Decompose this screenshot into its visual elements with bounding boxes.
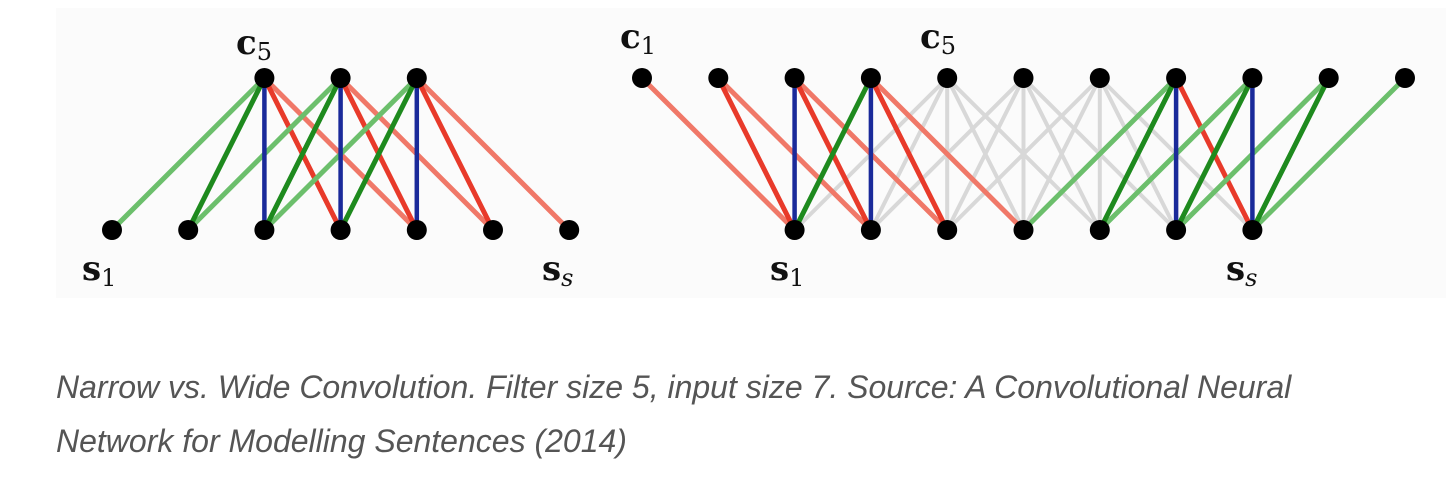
wide-input-node bbox=[1242, 220, 1263, 240]
wide-edge-c8-s4 bbox=[1021, 75, 1179, 233]
wide-input-node bbox=[784, 220, 805, 240]
narrow-edge-c3-s4 bbox=[338, 75, 420, 233]
wide-input-node bbox=[1089, 220, 1110, 240]
narrow-label-ss: ss bbox=[542, 249, 573, 292]
wide-output-node bbox=[1089, 68, 1110, 88]
convolution-diagram: c5 s1 ss c1 c5 s1 ss bbox=[82, 17, 1415, 292]
narrow-input-node bbox=[559, 220, 580, 240]
narrow-label-c5: c5 bbox=[236, 23, 272, 66]
narrow-output-node bbox=[406, 68, 427, 88]
narrow-output-node bbox=[330, 68, 351, 88]
wide-input-node bbox=[937, 220, 958, 240]
narrow-input-node bbox=[330, 220, 351, 240]
narrow-edge-c1-s2 bbox=[185, 75, 267, 233]
wide-edge-c9-s6 bbox=[1173, 75, 1255, 233]
narrow-convolution-edges bbox=[109, 75, 572, 233]
narrow-edge-c3-s6 bbox=[414, 75, 496, 233]
narrow-edge-c2-s3 bbox=[261, 75, 344, 233]
wide-output-node bbox=[1242, 68, 1263, 88]
wide-output-node bbox=[784, 68, 805, 88]
wide-edge-c1-s1 bbox=[639, 75, 798, 233]
wide-edge-c4-s1 bbox=[792, 75, 874, 233]
wide-label-c5: c5 bbox=[920, 17, 956, 60]
wide-input-node bbox=[860, 220, 881, 240]
wide-edge-c2-s1 bbox=[715, 75, 798, 233]
narrow-output-node bbox=[254, 68, 275, 88]
wide-label-c1: c1 bbox=[620, 17, 656, 60]
wide-edge-inactive-c7-s4 bbox=[1021, 76, 1102, 232]
wide-input-node bbox=[1013, 220, 1034, 240]
wide-output-node bbox=[1318, 68, 1339, 88]
wide-convolution-nodes bbox=[632, 68, 1415, 240]
wide-label-s1: s1 bbox=[770, 249, 804, 292]
wide-output-node bbox=[1166, 68, 1187, 88]
wide-edge-c8-s5 bbox=[1097, 75, 1179, 233]
wide-output-node bbox=[937, 68, 958, 88]
wide-label-ss: ss bbox=[1226, 249, 1257, 292]
wide-output-node bbox=[1013, 68, 1034, 88]
narrow-input-node bbox=[483, 220, 503, 240]
wide-edge-inactive-c7-s3 bbox=[945, 76, 1102, 232]
wide-edge-c4-s4 bbox=[868, 75, 1026, 233]
wide-output-node bbox=[1395, 68, 1415, 88]
wide-edge-c10-s7 bbox=[1249, 75, 1332, 233]
figure-caption: Narrow vs. Wide Convolution. Filter size… bbox=[56, 369, 1292, 459]
narrow-input-node bbox=[406, 220, 427, 240]
narrow-input-node bbox=[254, 220, 275, 240]
narrow-edge-c1-s1 bbox=[109, 75, 267, 233]
wide-output-node bbox=[860, 68, 881, 88]
narrow-edge-c3-s7 bbox=[414, 75, 572, 233]
narrow-input-node bbox=[102, 220, 122, 240]
wide-output-node bbox=[708, 68, 729, 88]
wide-edge-c4-s3 bbox=[868, 75, 950, 233]
narrow-input-node bbox=[178, 220, 199, 240]
wide-input-node bbox=[1166, 220, 1187, 240]
wide-edge-c11-s7 bbox=[1249, 75, 1408, 233]
wide-output-node bbox=[632, 68, 652, 88]
wide-convolution-edges bbox=[639, 75, 1408, 233]
narrow-convolution-nodes bbox=[102, 68, 580, 240]
wide-edge-inactive-c6-s3 bbox=[945, 76, 1026, 232]
narrow-label-s1: s1 bbox=[82, 249, 116, 292]
